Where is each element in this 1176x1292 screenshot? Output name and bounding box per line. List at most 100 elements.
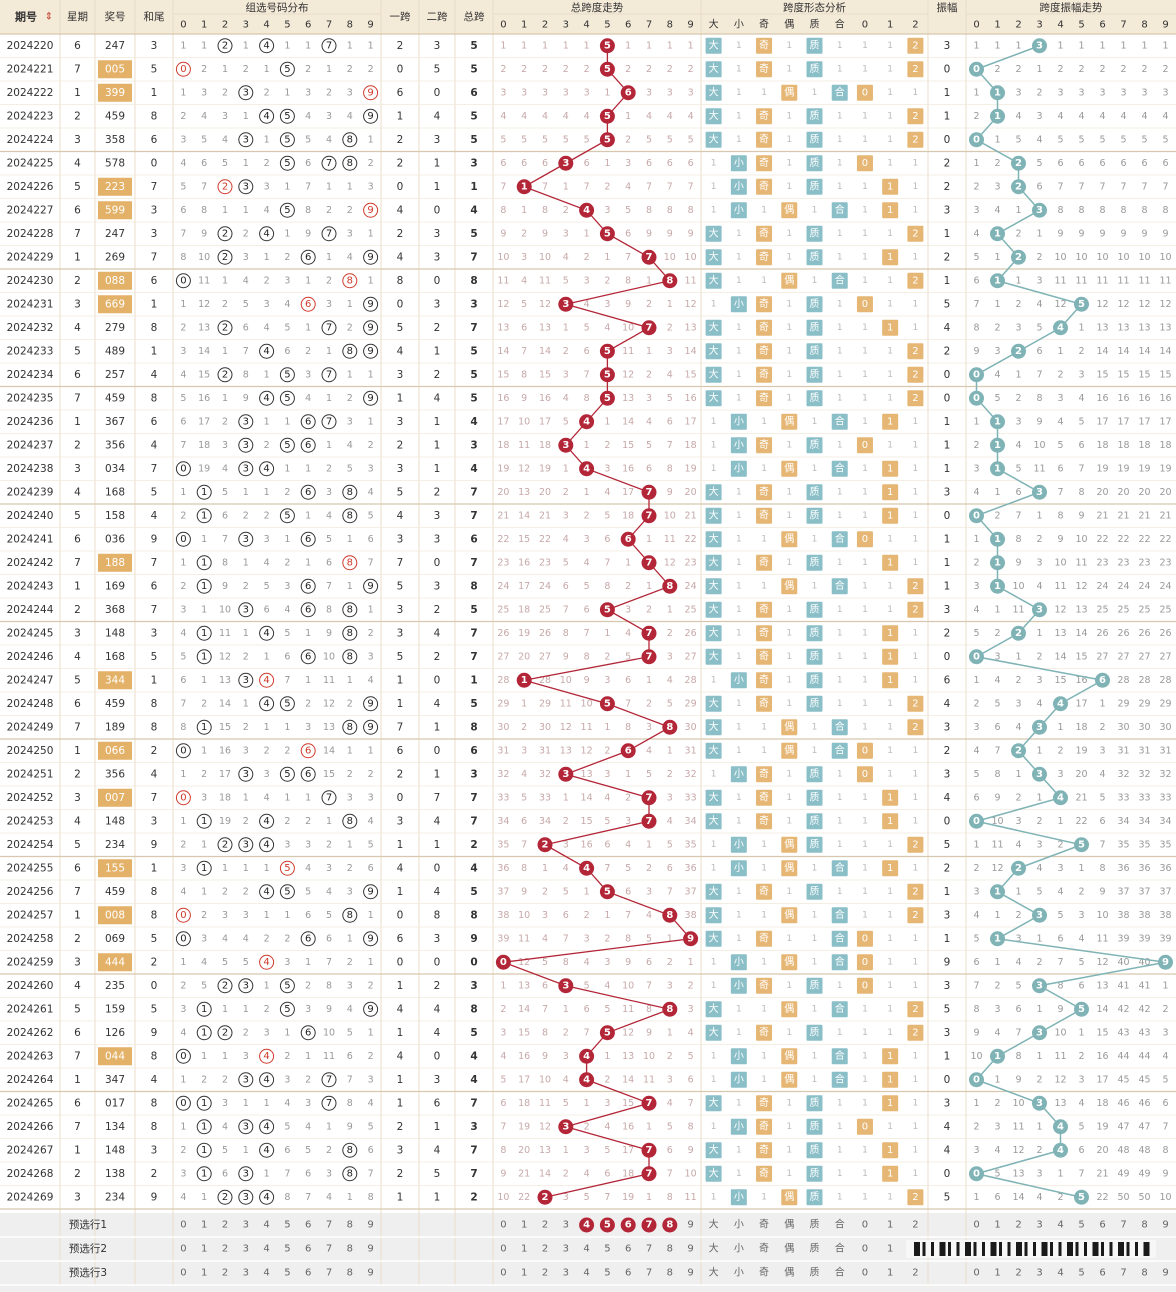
form-hit-label: 质 (810, 979, 820, 991)
form-hit-box (882, 1142, 899, 1159)
amp-miss: 18 (1159, 440, 1171, 451)
group-digit-circle (238, 437, 254, 453)
trend-miss: 13 (560, 745, 572, 756)
trend-miss: 6 (646, 957, 652, 968)
watermark-bar (939, 1242, 946, 1256)
footer-trend-selected (641, 1217, 657, 1233)
amp-miss: 4 (973, 228, 979, 239)
amplitude-point-label: 1 (994, 534, 1001, 545)
total-span-cell: 7 (470, 510, 477, 522)
amp-miss: 8 (1057, 980, 1063, 991)
form-hit-label: 0 (862, 440, 868, 451)
form-miss: 1 (812, 88, 818, 98)
group-digit-circle (342, 343, 358, 359)
form-miss: 1 (786, 487, 792, 497)
header-form-label: 偶 (784, 18, 794, 31)
amp-miss: 32 (1138, 769, 1150, 780)
form-hit-label: 质 (810, 439, 820, 451)
form-hit-box (806, 648, 823, 665)
amp-miss: 2 (1036, 252, 1042, 263)
form-hit-label: 大 (709, 62, 719, 75)
group-miss: 3 (305, 87, 311, 98)
group-miss: 19 (219, 816, 231, 827)
form-hit-box (856, 84, 873, 101)
group-miss: 2 (201, 698, 207, 709)
form-hit-label: 质 (810, 603, 820, 615)
form-miss: 1 (913, 652, 919, 662)
group-miss: 1 (347, 581, 353, 592)
form-hit-label: 偶 (784, 720, 794, 733)
form-hit-label: 奇 (759, 1096, 769, 1109)
trend-miss: 2 (542, 64, 548, 75)
footer-group-digit: 8 (347, 1244, 353, 1255)
form-hit-label: 质 (810, 768, 820, 780)
trend-miss: 2 (500, 1004, 506, 1015)
amplitude-cell: 0 (944, 63, 951, 75)
form-miss: 1 (837, 511, 843, 521)
group-digit-hit: 7 (326, 158, 332, 169)
group-miss: 2 (368, 1051, 374, 1062)
form-hit-label: 小 (734, 180, 744, 192)
span2-cell: 1 (434, 768, 441, 780)
trend-miss: 8 (604, 581, 610, 592)
form-miss: 1 (837, 440, 843, 450)
group-digit-circle (321, 414, 337, 430)
amp-miss: 18 (1075, 722, 1087, 733)
form-hit-box (806, 178, 823, 195)
footer-trend-digit: 7 (646, 1268, 652, 1279)
number-cell: 069 (105, 933, 125, 945)
group-digit-circle (259, 226, 275, 242)
span1-cell: 4 (397, 862, 404, 874)
amp-miss: 7 (1036, 369, 1042, 380)
trend-miss: 2 (604, 275, 610, 286)
group-miss: 1 (222, 1051, 228, 1062)
group-miss: 1 (264, 252, 270, 263)
trend-miss: 6 (667, 863, 673, 874)
trend-miss: 7 (521, 346, 527, 357)
span2-cell: 2 (434, 322, 441, 334)
group-miss: 1 (180, 40, 186, 51)
form-hit-label: 偶 (784, 273, 794, 286)
amp-miss: 40 (1138, 957, 1150, 968)
amp-miss: 7 (1078, 1168, 1084, 1179)
trend-miss: 2 (584, 252, 590, 263)
header-period: 期号 (15, 10, 37, 24)
trend-miss: 6 (688, 1074, 694, 1085)
form-hit-label: 合 (835, 1049, 845, 1062)
form-miss: 1 (887, 746, 893, 756)
group-miss: 2 (347, 322, 353, 333)
amp-miss: 23 (1138, 557, 1150, 568)
form-hit-label: 1 (887, 1145, 893, 1156)
form-miss: 1 (913, 1145, 919, 1155)
group-miss: 1 (222, 275, 228, 286)
group-miss: 1 (264, 863, 270, 874)
group-miss: 1 (264, 651, 270, 662)
group-miss: 3 (368, 463, 374, 474)
span2-cell: 4 (434, 627, 441, 639)
trend-miss: 27 (497, 651, 509, 662)
form-hit-label: 偶 (784, 414, 794, 427)
footer-form-label: 大 (709, 1266, 719, 1279)
group-digit-hit: 5 (284, 1004, 290, 1015)
amplitude-point (990, 85, 1005, 101)
period-cell: 2024261 (7, 1003, 54, 1015)
total-span-point-label: 5 (604, 369, 611, 380)
trend-miss: 4 (563, 252, 569, 263)
form-hit-label: 0 (862, 745, 868, 756)
form-miss: 1 (736, 111, 742, 121)
header-form-label: 1 (887, 20, 893, 31)
form-miss: 1 (837, 370, 843, 380)
group-digit-circle (279, 155, 295, 171)
form-hit-label: 小 (734, 1050, 744, 1062)
span2-cell: 3 (434, 1074, 441, 1086)
span2-cell: 0 (434, 745, 441, 757)
amp-miss: 25 (1138, 604, 1150, 615)
amp-miss: 5 (1036, 158, 1042, 169)
form-hit-label: 质 (810, 392, 820, 404)
group-digit-hit: 1 (201, 1168, 207, 1179)
span2-cell: 3 (434, 251, 441, 263)
trend-miss: 18 (497, 440, 509, 451)
number-cell: 344 (105, 674, 125, 686)
period-cell: 2024236 (7, 416, 54, 428)
amp-miss: 34 (1159, 816, 1171, 827)
